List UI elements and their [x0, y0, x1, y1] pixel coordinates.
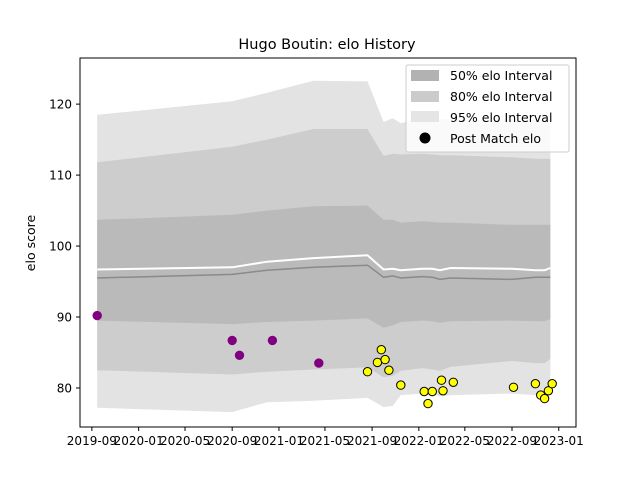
x-tick-label: 2019-09 [67, 434, 117, 448]
y-tick-label: 120 [49, 98, 72, 112]
post-match-point [543, 386, 554, 396]
post-match-point [508, 382, 519, 392]
post-match-point [267, 335, 278, 346]
x-tick-label: 2023-01 [534, 434, 584, 448]
post-match-point [427, 386, 437, 397]
x-tick-label: 2022-05 [440, 434, 490, 448]
post-match-point [92, 310, 102, 321]
legend: 50% elo Interval 80% elo Interval 95% el… [405, 64, 570, 153]
y-tick-label: 100 [49, 240, 72, 254]
post-match-point [438, 386, 448, 396]
legend-box [405, 64, 570, 153]
y-tick-label: 110 [49, 169, 72, 183]
post-match-point [372, 357, 383, 368]
mean-elo-line [97, 254, 551, 272]
y-axis: 80 90 100 110 120 [49, 98, 80, 395]
legend-marker-post-match [419, 132, 431, 144]
legend-label-post-match: Post Match elo [450, 131, 541, 146]
post-match-point [384, 365, 394, 375]
legend-swatch-80 [411, 91, 439, 102]
legend-label-50: 50% elo Interval [450, 68, 552, 83]
legend-swatch-50 [411, 70, 439, 81]
post-match-point [419, 386, 429, 397]
x-tick-label: 2020-05 [160, 434, 210, 448]
y-tick-label: 90 [57, 311, 72, 325]
x-tick-label: 2021-01 [254, 434, 304, 448]
post-match-point [423, 398, 433, 409]
legend-label-80: 80% elo Interval [450, 89, 552, 104]
post-match-point [314, 358, 324, 368]
post-match-point [234, 350, 245, 360]
legend-label-95: 95% elo Interval [450, 110, 552, 125]
post-match-point [380, 354, 390, 365]
x-axis: 2019-092020-012020-052020-092021-012021-… [67, 427, 584, 448]
y-axis-label: elo score [23, 215, 38, 272]
x-tick-label: 2020-09 [207, 434, 257, 448]
median-elo-line [97, 264, 551, 281]
x-tick-label: 2022-09 [487, 434, 537, 448]
x-tick-label: 2020-01 [114, 434, 164, 448]
y-tick-label: 80 [57, 381, 72, 395]
x-tick-label: 2022-01 [394, 434, 444, 448]
plot-area [92, 80, 557, 413]
post-match-point [396, 380, 406, 390]
post-match-point [448, 377, 458, 387]
post-match-point [227, 335, 237, 346]
post-match-point [362, 367, 373, 377]
post-match-point [376, 345, 386, 355]
post-match-point [436, 375, 447, 385]
chart-title: Hugo Boutin: elo History [238, 37, 416, 53]
x-tick-label: 2021-05 [300, 434, 350, 448]
post-match-point [539, 393, 550, 404]
post-match-point [547, 379, 557, 389]
x-tick-label: 2021-09 [347, 434, 397, 448]
post-match-point [530, 379, 541, 389]
plot-frame [79, 57, 577, 428]
legend-swatch-95 [411, 111, 439, 122]
